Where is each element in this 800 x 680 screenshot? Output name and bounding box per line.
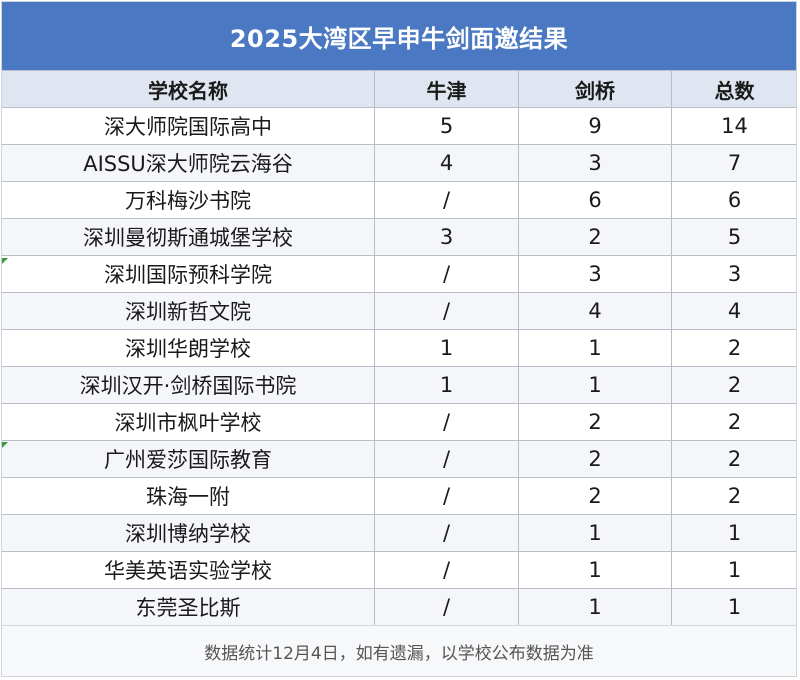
table-row: 华美英语实验学校/1 1 [2, 551, 796, 589]
total-count-cell: 4 [671, 292, 796, 330]
oxford-count-cell: 1 [374, 329, 519, 367]
table-row: 深圳汉开·剑桥国际书院 1 1 2 [2, 366, 796, 404]
oxford-count-cell: / [374, 181, 519, 219]
footer-note: 数据统计12月4日，如有遗漏，以学校公布数据为准 [2, 625, 796, 676]
column-header-total: 总数 [671, 70, 796, 108]
cambridge-count-cell: 2 [518, 218, 672, 256]
cambridge-count-cell: 1 [518, 329, 672, 367]
table-row: 珠海一附/2 2 [2, 477, 796, 515]
school-name-cell: 深圳博纳学校 [2, 514, 375, 552]
school-name-cell: AISSU深大师院云海谷 [2, 144, 375, 182]
cell-comment-marker [2, 442, 8, 448]
cambridge-count-cell: 1 [518, 588, 672, 626]
total-count-cell: 2 [671, 329, 796, 367]
school-name-cell: 深圳汉开·剑桥国际书院 [2, 366, 375, 404]
table-row: 万科梅沙书院/6 6 [2, 181, 796, 219]
cambridge-count-cell: 4 [518, 292, 672, 330]
table-row: 深圳博纳学校/1 1 [2, 514, 796, 552]
school-name-cell: 深圳国际预科学院 [2, 255, 375, 293]
cambridge-count-cell: 2 [518, 440, 672, 478]
total-count-cell: 7 [671, 144, 796, 182]
total-count-cell: 2 [671, 440, 796, 478]
table-row: 深圳国际预科学院/3 3 [2, 255, 796, 293]
total-count-cell: 1 [671, 588, 796, 626]
school-name-cell: 深圳曼彻斯通城堡学校 [2, 218, 375, 256]
school-name-cell: 深大师院国际高中 [2, 107, 375, 145]
oxford-count-cell: / [374, 551, 519, 589]
oxford-count-cell: / [374, 403, 519, 441]
table-row: 深圳新哲文院/4 4 [2, 292, 796, 330]
cambridge-count-cell: 3 [518, 144, 672, 182]
oxford-count-cell: / [374, 292, 519, 330]
column-header-school: 学校名称 [2, 70, 375, 108]
total-count-cell: 2 [671, 366, 796, 404]
table-row: 深大师院国际高中 5 9 14 [2, 107, 796, 145]
cambridge-count-cell: 1 [518, 551, 672, 589]
oxford-count-cell: 1 [374, 366, 519, 404]
cambridge-count-cell: 1 [518, 366, 672, 404]
school-name-cell: 珠海一附 [2, 477, 375, 515]
column-header-oxford: 牛津 [374, 70, 519, 108]
total-count-cell: 1 [671, 551, 796, 589]
oxford-count-cell: / [374, 588, 519, 626]
table-row: 深圳华朗学校 1 1 2 [2, 329, 796, 367]
cambridge-count-cell: 6 [518, 181, 672, 219]
school-name-cell: 万科梅沙书院 [2, 181, 375, 219]
header-row: 学校名称 牛津 剑桥 总数 [2, 70, 796, 108]
oxford-count-cell: / [374, 514, 519, 552]
school-name-cell: 广州爱莎国际教育 [2, 440, 375, 478]
column-header-cambridge: 剑桥 [518, 70, 672, 108]
school-name-cell: 深圳华朗学校 [2, 329, 375, 367]
total-count-cell: 6 [671, 181, 796, 219]
cambridge-count-cell: 1 [518, 514, 672, 552]
oxford-count-cell: / [374, 477, 519, 515]
oxford-count-cell: 4 [374, 144, 519, 182]
cambridge-count-cell: 2 [518, 477, 672, 515]
school-name-cell: 深圳市枫叶学校 [2, 403, 375, 441]
cell-comment-marker [2, 258, 8, 264]
oxford-count-cell: / [374, 255, 519, 293]
total-count-cell: 2 [671, 403, 796, 441]
school-name-cell: 华美英语实验学校 [2, 551, 375, 589]
cambridge-count-cell: 3 [518, 255, 672, 293]
oxford-count-cell: 5 [374, 107, 519, 145]
oxford-count-cell: 3 [374, 218, 519, 256]
cambridge-count-cell: 9 [518, 107, 672, 145]
results-table: 学校名称 牛津 剑桥 总数 深大师院国际高中 5 9 14 AISSU深大师院云海谷 4 3… [2, 70, 796, 626]
table-row: 深圳市枫叶学校/2 2 [2, 403, 796, 441]
table-row: AISSU深大师院云海谷 4 3 7 [2, 144, 796, 182]
cambridge-count-cell: 2 [518, 403, 672, 441]
total-count-cell: 14 [671, 107, 796, 145]
school-name-cell: 深圳新哲文院 [2, 292, 375, 330]
table-row: 深圳曼彻斯通城堡学校 3 2 5 [2, 218, 796, 256]
total-count-cell: 1 [671, 514, 796, 552]
total-count-cell: 3 [671, 255, 796, 293]
oxford-count-cell: / [374, 440, 519, 478]
table-title: 2025大湾区早申牛剑面邀结果 [2, 2, 796, 70]
school-name-cell: 东莞圣比斯 [2, 588, 375, 626]
total-count-cell: 2 [671, 477, 796, 515]
table-row: 广州爱莎国际教育/2 2 [2, 440, 796, 478]
total-count-cell: 5 [671, 218, 796, 256]
table-row: 东莞圣比斯/1 1 [2, 588, 796, 626]
